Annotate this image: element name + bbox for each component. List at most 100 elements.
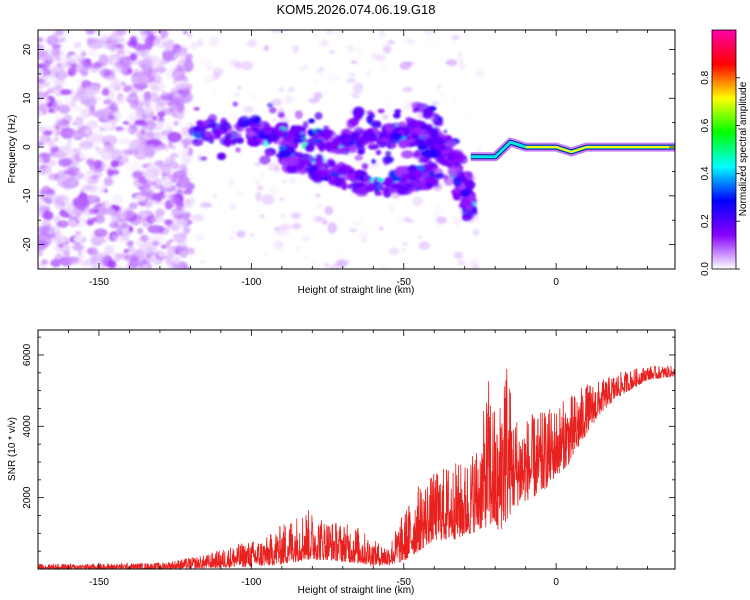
spectrogram-blob: [122, 210, 128, 217]
spectrogram-blob: [163, 37, 169, 43]
spectrogram-blob: [69, 54, 75, 59]
spectrogram-blob: [231, 221, 244, 231]
spectrogram-blob: [173, 254, 182, 265]
spectrogram-blob: [335, 259, 348, 268]
spectrogram-blob: [52, 30, 64, 37]
spectrogram-blob: [74, 234, 85, 243]
spectrogram-blob: [375, 149, 382, 156]
spectrogram-blob: [159, 30, 169, 39]
spectrogram-blob: [183, 143, 188, 150]
spectrogram-blob: [467, 259, 479, 268]
spectrogram-blob: [49, 149, 67, 159]
spectrogram-blob: [196, 38, 204, 47]
spectrogram-blob: [223, 210, 227, 213]
spectrogram-blob: [328, 50, 336, 54]
spectrogram-blob: [116, 212, 134, 222]
spectrogram-blob: [411, 101, 423, 110]
spectrogram-blob: [357, 149, 366, 155]
spectrogram-blob: [430, 42, 439, 49]
spectrogram-blob: [203, 75, 215, 84]
spectrogram-blob: [183, 189, 193, 195]
spectrogram-blob: [229, 129, 236, 135]
spectrogram-blob: [206, 103, 217, 111]
spectrogram-blob: [171, 245, 182, 251]
spectrogram-blob: [318, 216, 327, 223]
spectrogram-blob: [428, 127, 439, 138]
spectrogram-blob: [311, 134, 318, 140]
spectrogram-blob: [53, 173, 59, 181]
spectrogram-blob: [104, 245, 115, 256]
spectrogram-blob: [257, 185, 264, 191]
spectrogram-blob: [121, 149, 126, 155]
spectrogram-blob: [104, 43, 112, 50]
spectrogram-blob: [229, 112, 239, 121]
spectrogram-blob: [80, 96, 96, 106]
spectrogram-blob: [141, 163, 149, 169]
snr-frame: [37, 329, 676, 570]
spectrogram-blob: [362, 130, 376, 140]
spectrogram-blob: [419, 177, 425, 182]
spectrogram-blob: [278, 197, 286, 201]
spectrogram-blob: [355, 136, 366, 145]
spectrogram-blob: [353, 112, 363, 121]
spectrogram-blob: [80, 205, 90, 212]
spectrogram-blob: [51, 233, 57, 239]
spectrogram-blob: [292, 222, 302, 230]
spectrogram-blob: [164, 219, 173, 226]
spectrogram-blob: [434, 204, 442, 214]
spectrogram-blob: [436, 216, 448, 224]
spectrogram-blob: [118, 246, 123, 251]
spectrogram-blob: [269, 107, 277, 114]
spectrogram-blob: [424, 129, 431, 135]
spectrogram-blob: [207, 113, 218, 124]
spectrogram-blob: [321, 128, 334, 137]
spectrogram-blob: [154, 102, 166, 115]
spectrogram-blob: [180, 82, 193, 91]
spectrogram-blob: [105, 207, 116, 217]
spectrogram-blob: [100, 122, 113, 131]
spectrogram-blob: [113, 252, 121, 263]
spectrogram-blob: [350, 91, 361, 99]
spectrogram-blob: [46, 87, 55, 94]
spectrogram-blob: [136, 106, 144, 114]
spectrogram-blob: [167, 127, 173, 132]
spectrogram-blob: [188, 196, 196, 207]
spectrogram-blob: [252, 140, 261, 145]
spectrogram-blob: [47, 103, 52, 108]
spectrogram-blob: [346, 77, 356, 84]
spectrogram-blob: [102, 184, 108, 189]
spectrogram-blob: [453, 216, 462, 226]
spectrogram-blob: [81, 260, 89, 266]
spectrogram-blob: [409, 39, 417, 44]
colorbar-tick-label: 0.6: [700, 118, 711, 132]
spectrogram-blob: [134, 194, 147, 202]
spectrogram-blob: [279, 213, 287, 219]
spectrogram-blob: [167, 131, 182, 143]
spectrogram-blob: [310, 157, 316, 162]
spectrogram-blob: [330, 139, 340, 150]
spectrogram-blob: [120, 81, 126, 87]
spectrogram-blob: [206, 65, 213, 70]
y-tick-label: 6000: [22, 343, 33, 366]
spectrogram-blob: [322, 125, 330, 130]
spectrogram-blob: [154, 41, 165, 49]
spectrogram-blob: [85, 129, 90, 135]
spectrogram-blob: [219, 122, 232, 131]
spectrogram-blob: [412, 196, 423, 207]
y-tick-label: 2000: [22, 486, 33, 509]
spectrogram-blob: [107, 259, 117, 269]
spectrogram-blob: [379, 64, 389, 72]
spectrogram-blob: [443, 174, 449, 181]
spectrogram-blob: [96, 149, 104, 155]
spectrogram-blob: [315, 153, 323, 160]
spectrogram-blob: [398, 139, 409, 149]
spectrogram-blob: [164, 70, 175, 79]
spectrogram-blob: [350, 220, 363, 227]
spectrogram-blob: [126, 68, 133, 74]
spectrogram-blob: [457, 260, 466, 266]
spectrogram-blob: [265, 150, 274, 157]
spectrogram-blob: [147, 224, 165, 234]
spectrogram-blob: [200, 156, 208, 161]
spectrogram-blob: [162, 165, 172, 172]
snr-y-ticks: 2000 4000 6000: [22, 336, 675, 552]
